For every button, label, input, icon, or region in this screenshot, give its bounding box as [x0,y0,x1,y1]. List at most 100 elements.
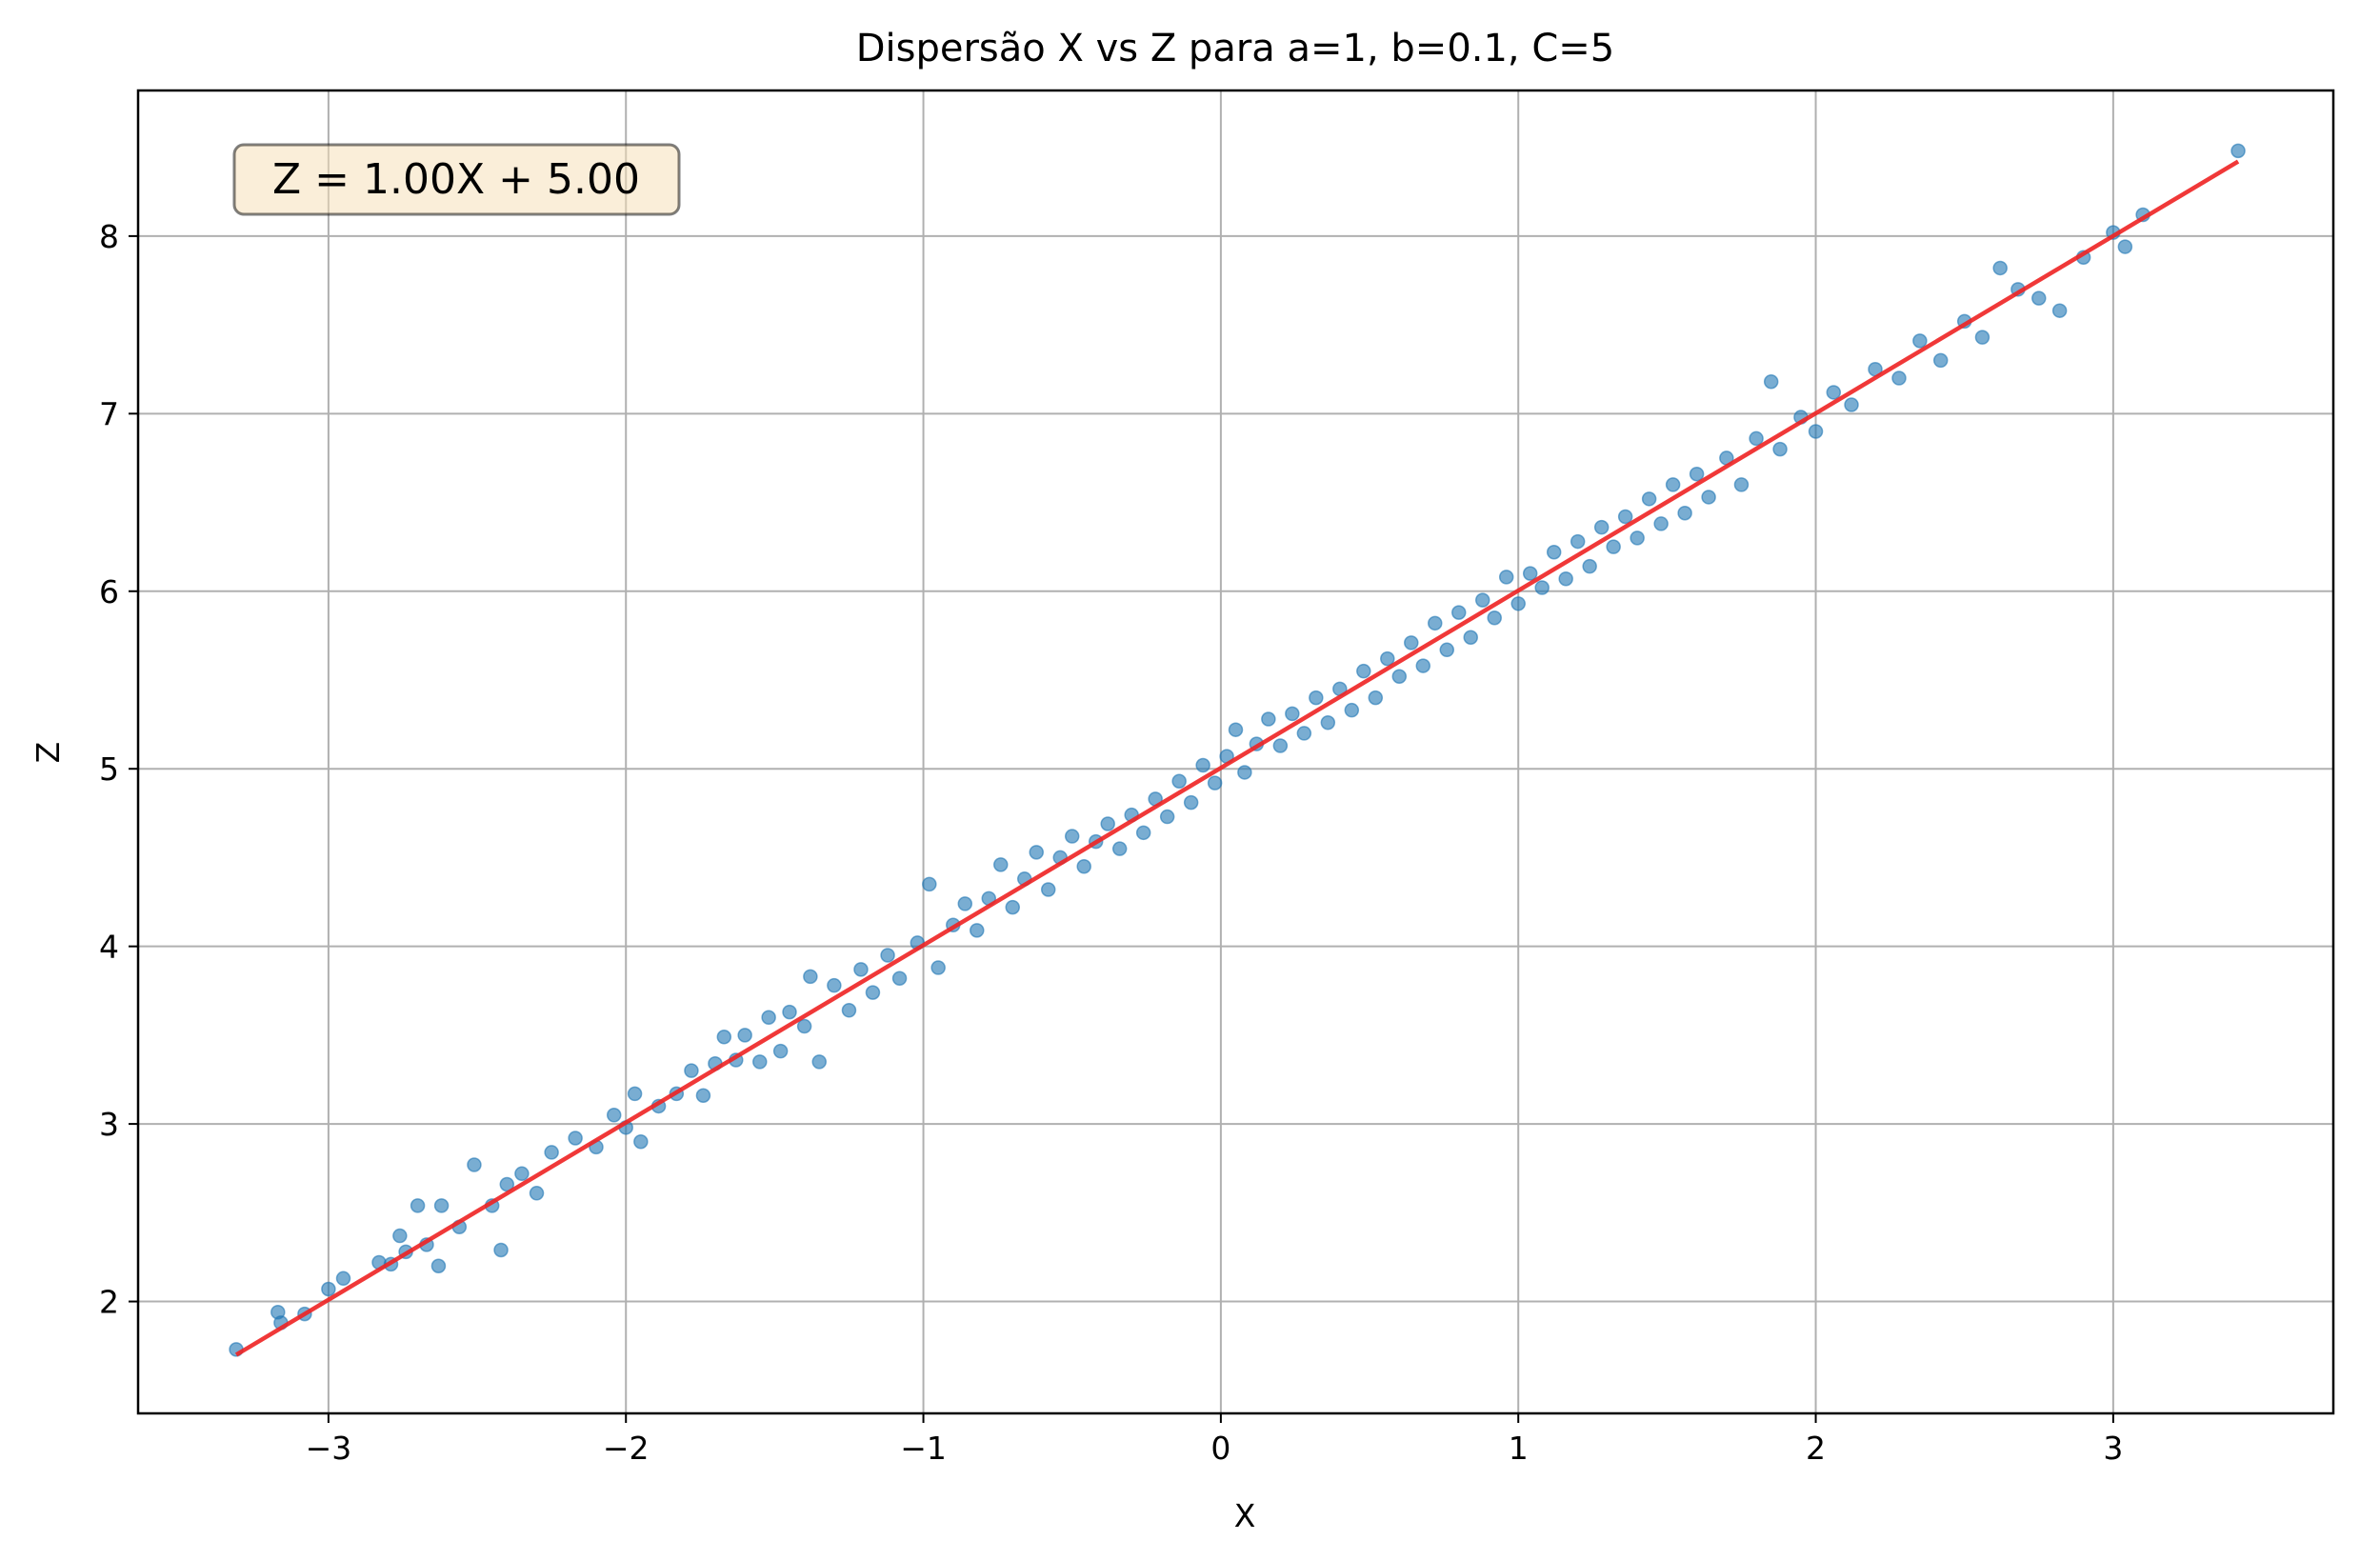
data-point [772,1043,789,1059]
data-point [1891,370,1907,386]
data-point [1463,630,1478,645]
data-point [1272,738,1289,753]
data-point [1368,690,1384,706]
y-tick-label: 6 [99,573,119,610]
plot-frame [136,89,2335,1415]
data-point [716,1029,732,1045]
data-point [1309,690,1324,706]
x-axis-title: X [1234,1497,1256,1534]
data-point [1391,669,1408,685]
data-point [1630,530,1645,546]
data-point [627,1086,643,1102]
data-point [796,1018,812,1034]
data-point [957,896,973,911]
grid [138,90,2333,1413]
data-point [1570,533,1586,550]
data-point [410,1198,426,1213]
data-point [1844,397,1859,412]
data-point [1064,829,1080,844]
data-point [1135,825,1151,841]
chart-title: Dispersão X vs Z para a=1, b=0.1, C=5 [856,27,1615,70]
data-point [752,1054,768,1070]
y-tick-label: 5 [99,750,119,788]
data-point [1826,385,1842,400]
scatter-points [229,143,2246,1357]
data-point [606,1108,622,1123]
data-point [2230,143,2246,159]
data-point [1159,809,1175,825]
data-point [1005,899,1021,915]
y-tick-label: 3 [99,1106,119,1143]
data-point [1415,658,1431,673]
y-tick-label: 7 [99,395,119,432]
data-point [1665,477,1681,492]
data-point [1228,722,1244,737]
data-point [568,1131,583,1146]
data-point [1195,757,1210,773]
data-point [782,1004,797,1020]
y-tick-label: 8 [99,218,119,255]
data-point [684,1063,699,1078]
data-point [493,1242,509,1258]
data-point [1593,519,1610,535]
data-point [433,1198,450,1213]
data-point [1320,714,1336,730]
data-point [993,857,1009,872]
data-point [1285,706,1300,722]
data-point [1808,424,1824,439]
data-point [1606,539,1621,554]
data-point [841,1003,857,1018]
data-point [1510,596,1526,611]
data-point [1076,859,1091,874]
equation-box [232,143,681,216]
data-point [865,985,881,1000]
data-point [1733,477,1750,492]
data-point [1498,570,1514,585]
x-tick-label: −1 [900,1430,947,1467]
data-point [761,1010,776,1025]
data-point [970,923,985,938]
data-point [1974,330,1990,345]
data-point [1040,882,1056,897]
y-tick-label: 4 [99,929,119,966]
data-point [1749,430,1764,447]
data-point [1763,374,1779,390]
data-point [1701,490,1716,505]
fit-line-layer [234,159,2240,1357]
data-point [1912,333,1928,349]
data-point [1992,260,2008,276]
data-point [1474,592,1490,608]
data-point [1487,610,1502,626]
data-point [1582,558,1597,574]
data-point [1207,775,1223,791]
data-point [1653,516,1669,531]
data-point [2051,303,2068,318]
data-point [1439,642,1455,658]
data-point [1641,491,1657,507]
data-point [1558,570,1573,587]
data-point [529,1186,545,1201]
data-point [1772,441,1788,457]
data-point [1404,635,1419,650]
data-point [1546,545,1562,560]
data-point [1183,794,1199,811]
data-point [335,1271,351,1287]
data-point [1261,711,1276,727]
x-tick-label: 0 [1210,1430,1230,1467]
data-point [514,1166,530,1182]
data-point [2031,290,2047,306]
y-axis-title: Z [30,742,67,764]
x-tick-label: 1 [1509,1430,1529,1467]
data-point [1450,605,1467,620]
data-point [1100,816,1115,831]
data-point [1237,765,1252,780]
equation-annotation: Z = 1.00X + 5.00 [232,143,681,216]
data-point [1171,773,1187,790]
data-point [695,1088,711,1104]
data-point [1111,841,1128,856]
data-point [1534,580,1550,595]
axis-ticks: −3 −2 −1 0 1 2 3 2 3 4 5 6 7 8 [99,218,2123,1467]
data-point [392,1228,408,1244]
data-point [891,971,908,986]
